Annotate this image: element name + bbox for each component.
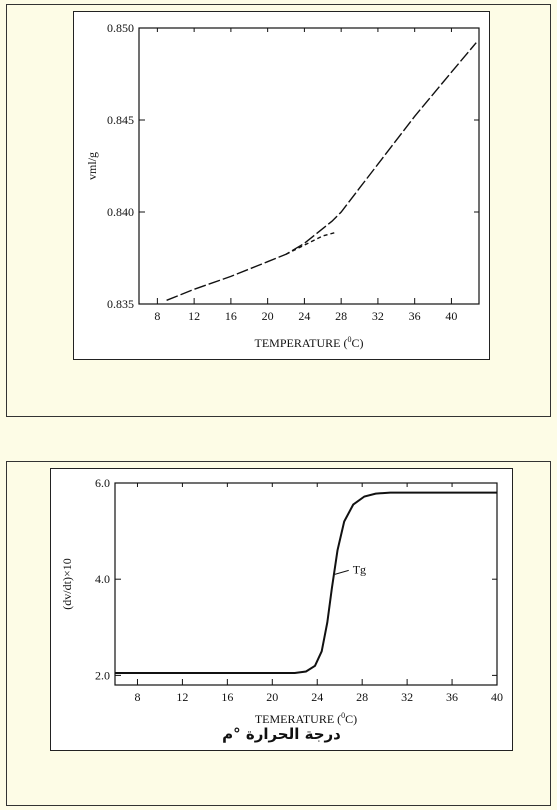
y-tick-label: 0.840 — [107, 205, 134, 219]
x-tick-label: 16 — [225, 309, 237, 323]
series-line-1 — [285, 231, 337, 255]
y-tick-label: 4.0 — [95, 572, 110, 586]
x-tick-label: 16 — [221, 690, 233, 704]
specific-volume-chart: 8 12 16 20 24 28 32 36 40 0.835 0.840 0.845 0.850 TEM… — [73, 11, 490, 360]
arabic-xlabel: درجة الحرارة °م — [222, 725, 341, 743]
x-axis-title: TEMERATURE (0C) — [255, 711, 357, 726]
y-tick-label: 0.845 — [107, 113, 134, 127]
annotation-leader — [334, 569, 349, 575]
x-tick-label: 28 — [335, 309, 347, 323]
y-axis-title: vml/g — [85, 152, 99, 180]
x-tick-label: 20 — [266, 690, 278, 704]
series-line-0 — [115, 491, 497, 674]
specific-volume-chart-svg: 8 12 16 20 24 28 32 36 40 0.835 0.840 0.845 0.850 TEM… — [85, 21, 480, 350]
x-tick-label: 36 — [446, 690, 458, 704]
x-axis-title: TEMPERATURE (0C) — [255, 335, 364, 350]
x-tick-label: 12 — [188, 309, 200, 323]
expansion-rate-chart-svg: 8 12 16 20 24 28 32 36 40 2.0 4.0 6.0 TEMERATURE (0C… — [60, 476, 503, 726]
y-axis-title: (dv/dt)×10 — [60, 558, 74, 609]
y-tick-label: 2.0 — [95, 668, 110, 682]
y-tick-label: 0.850 — [107, 21, 134, 35]
x-tick-label: 12 — [176, 690, 188, 704]
plot-frame — [138, 27, 480, 305]
x-tick-label: 8 — [134, 690, 140, 704]
series-line-0 — [166, 42, 477, 301]
x-tick-label: 28 — [356, 690, 368, 704]
x-tick-label: 36 — [409, 309, 421, 323]
x-tick-label: 8 — [154, 309, 160, 323]
bottom-figure-panel: 8 12 16 20 24 28 32 36 40 2.0 4.0 6.0 TEMERATURE (0C… — [6, 461, 551, 806]
top-figure-panel: 8 12 16 20 24 28 32 36 40 0.835 0.840 0.845 0.850 TEM… — [6, 4, 551, 417]
x-tick-label: 24 — [298, 309, 310, 323]
x-tick-label: 24 — [311, 690, 323, 704]
x-tick-label: 20 — [262, 309, 274, 323]
annotation-label: Tg — [353, 562, 366, 576]
x-tick-label: 40 — [445, 309, 457, 323]
plot-frame — [114, 482, 498, 686]
x-tick-label: 32 — [372, 309, 384, 323]
x-tick-label: 32 — [401, 690, 413, 704]
x-tick-label: 40 — [491, 690, 503, 704]
expansion-rate-chart: 8 12 16 20 24 28 32 36 40 2.0 4.0 6.0 TEMERATURE (0C… — [50, 468, 513, 751]
y-tick-label: 0.835 — [107, 297, 134, 311]
y-tick-label: 6.0 — [95, 476, 110, 490]
